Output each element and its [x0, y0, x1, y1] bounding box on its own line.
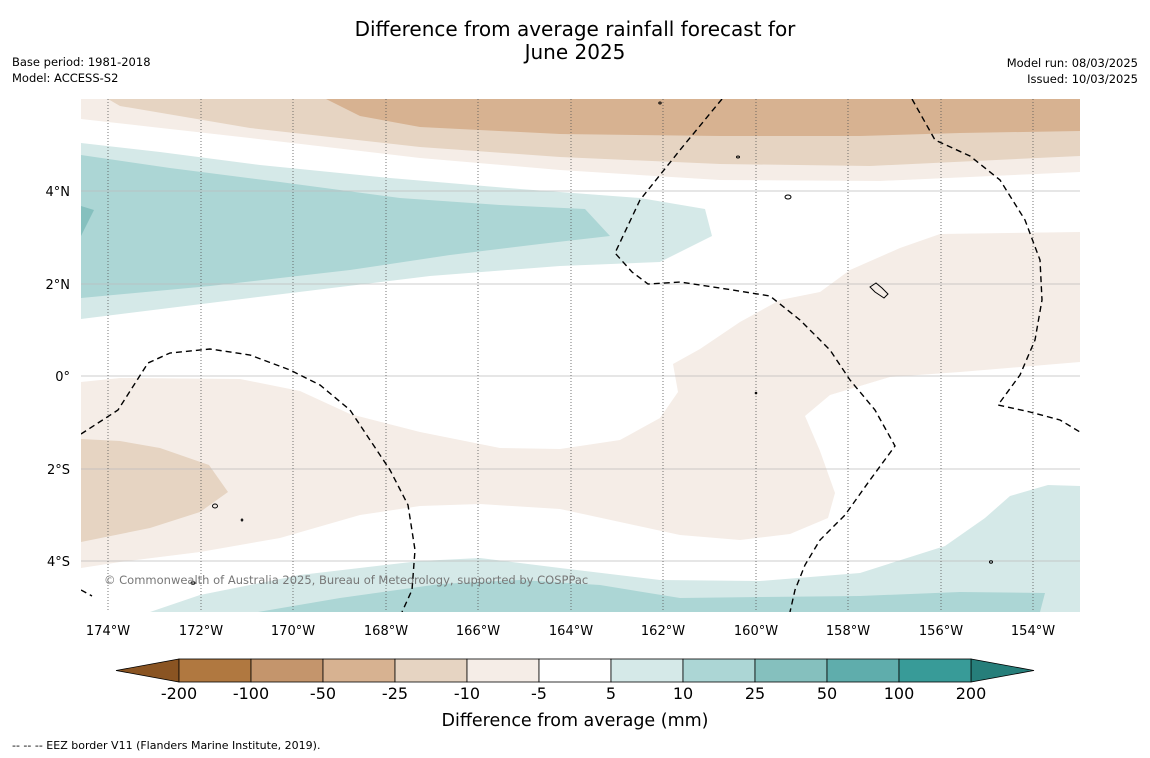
colorbar-extend-min — [115, 658, 180, 683]
colorbar-tick-label: -25 — [382, 684, 408, 703]
lon-label: 162°W — [641, 624, 685, 639]
lat-label: 0° — [55, 370, 70, 385]
colorbar-segment — [322, 658, 396, 683]
colorbar-tick-label: 50 — [817, 684, 837, 703]
colorbar-tick-label: -5 — [531, 684, 547, 703]
colorbar: -200 -100 -50 -25 -10 -5 5 10 25 50 100 200 Differe… — [115, 658, 1035, 731]
lat-label: 4°S — [47, 555, 70, 570]
lon-label: 154°W — [1011, 624, 1055, 639]
colorbar-segment — [898, 658, 972, 683]
colorbar-tick-label: -50 — [310, 684, 336, 703]
lon-label: 166°W — [456, 624, 500, 639]
longitude-labels: 174°W 172°W 170°W 168°W 166°W 164°W 162°… — [86, 624, 1055, 639]
colorbar-segment — [538, 658, 612, 683]
colorbar-segment — [178, 658, 252, 683]
lon-label: 170°W — [271, 624, 315, 639]
parallels — [81, 190, 1080, 562]
map-plot-area: © Commonwealth of Australia 2025, Bureau… — [81, 99, 1080, 612]
islands — [190, 101, 993, 585]
dry-region-southwest — [81, 439, 228, 542]
metadata-left: Base period: 1981-2018 Model: ACCESS-S2 — [12, 54, 151, 86]
colorbar-tick-label: 10 — [673, 684, 693, 703]
lat-label: 4°N — [46, 185, 71, 200]
wet-region-south-light — [150, 485, 1080, 612]
chart-title: Difference from average rainfall forecas… — [0, 18, 1150, 64]
model-text: Model: ACCESS-S2 — [12, 71, 119, 85]
colorbar-segment — [754, 658, 828, 683]
metadata-right: Model run: 08/03/2025 Issued: 10/03/2025 — [1007, 55, 1138, 87]
wet-region-north-dark — [81, 206, 94, 236]
colorbar-tick-label: -200 — [161, 684, 197, 703]
title-line-1: Difference from average rainfall forecas… — [354, 17, 796, 41]
lon-label: 172°W — [179, 624, 223, 639]
colorbar-segment — [682, 658, 756, 683]
lon-label: 168°W — [364, 624, 408, 639]
lon-label: 158°W — [826, 624, 870, 639]
colorbar-tick-label: 5 — [606, 684, 616, 703]
colorbar-tick-label: 200 — [956, 684, 987, 703]
lon-label: 156°W — [919, 624, 963, 639]
colorbar-tick-label: 100 — [884, 684, 915, 703]
lat-label: 2°N — [46, 278, 71, 293]
title-line-2: June 2025 — [524, 40, 626, 64]
colorbar-ticks: -200 -100 -50 -25 -10 -5 5 10 25 50 100 200 — [161, 684, 986, 703]
eez-footnote: -- -- -- EEZ border V11 (Flanders Marine… — [12, 739, 321, 752]
issued-text: Issued: 10/03/2025 — [1027, 72, 1138, 86]
colorbar-tick-label: -10 — [454, 684, 480, 703]
lon-label: 164°W — [549, 624, 593, 639]
colorbar-tick-label: 25 — [745, 684, 765, 703]
colorbar-segment — [610, 658, 684, 683]
colorbar-segment — [250, 658, 324, 683]
dry-region-central — [81, 232, 1080, 568]
lat-label: 2°S — [47, 463, 70, 478]
colorbar-tick-label: -100 — [233, 684, 269, 703]
colorbar-segment — [466, 658, 540, 683]
model-run-text: Model run: 08/03/2025 — [1006, 56, 1138, 70]
latitude-labels: 4°N 2°N 0° 2°S 4°S — [46, 185, 71, 570]
lon-label: 174°W — [86, 624, 130, 639]
colorbar-extend-max — [970, 658, 1035, 683]
dry-region-top-dark — [326, 99, 1080, 136]
base-period-text: Base period: 1981-2018 — [12, 55, 151, 69]
lon-label: 160°W — [734, 624, 778, 639]
copyright-notice: © Commonwealth of Australia 2025, Bureau… — [104, 573, 588, 587]
colorbar-segments — [178, 658, 972, 683]
colorbar-segment — [826, 658, 900, 683]
eez-borders — [81, 99, 1080, 612]
colorbar-label: Difference from average (mm) — [441, 711, 708, 731]
colorbar-segment — [394, 658, 468, 683]
